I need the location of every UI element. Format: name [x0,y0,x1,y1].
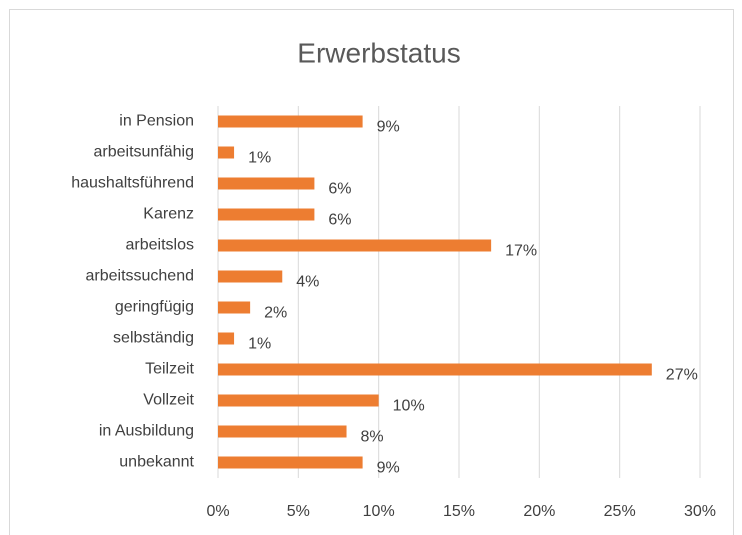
y-tick-label: Teilzeit [145,361,194,378]
chart-title: Erwerbstatus [297,37,460,68]
bar [218,301,251,314]
y-tick-label: in Pension [119,113,194,130]
y-tick-label: haushaltsführend [71,175,194,192]
data-label: 4% [296,274,319,291]
y-tick-label: arbeitslos [126,237,194,254]
y-tick-label: in Ausbildung [99,423,194,440]
data-label: 1% [248,336,271,353]
bar [218,394,379,407]
y-tick-label: unbekannt [119,454,194,471]
bar [218,456,363,469]
data-label: 17% [505,243,537,260]
bar [218,332,235,345]
data-label: 1% [248,150,271,167]
data-label: 2% [264,305,287,322]
data-label: 27% [666,367,698,384]
y-tick-label: arbeitsunfähig [93,144,194,161]
bar [218,270,283,283]
bar [218,177,315,190]
data-label: 9% [377,119,400,136]
bar [218,208,315,221]
bar [218,363,652,376]
y-tick-label: selbständig [113,330,194,347]
data-label: 6% [328,181,351,198]
x-tick-label: 25% [604,503,636,520]
bar [218,239,492,252]
y-tick-label: Vollzeit [143,392,194,409]
x-tick-label: 15% [443,503,475,520]
data-label: 8% [361,429,384,446]
y-tick-label: arbeitssuchend [85,268,194,285]
y-tick-label: geringfügig [115,299,194,316]
data-label: 10% [393,398,425,415]
data-label: 6% [328,212,351,229]
chart-border [9,9,734,535]
x-tick-label: 20% [523,503,555,520]
x-tick-label: 30% [684,503,716,520]
x-tick-label: 5% [287,503,310,520]
x-tick-label: 0% [206,503,229,520]
bar [218,146,235,159]
y-tick-label: Karenz [143,206,194,223]
bar [218,115,363,128]
x-tick-label: 10% [363,503,395,520]
data-label: 9% [377,460,400,477]
bar [218,425,347,438]
